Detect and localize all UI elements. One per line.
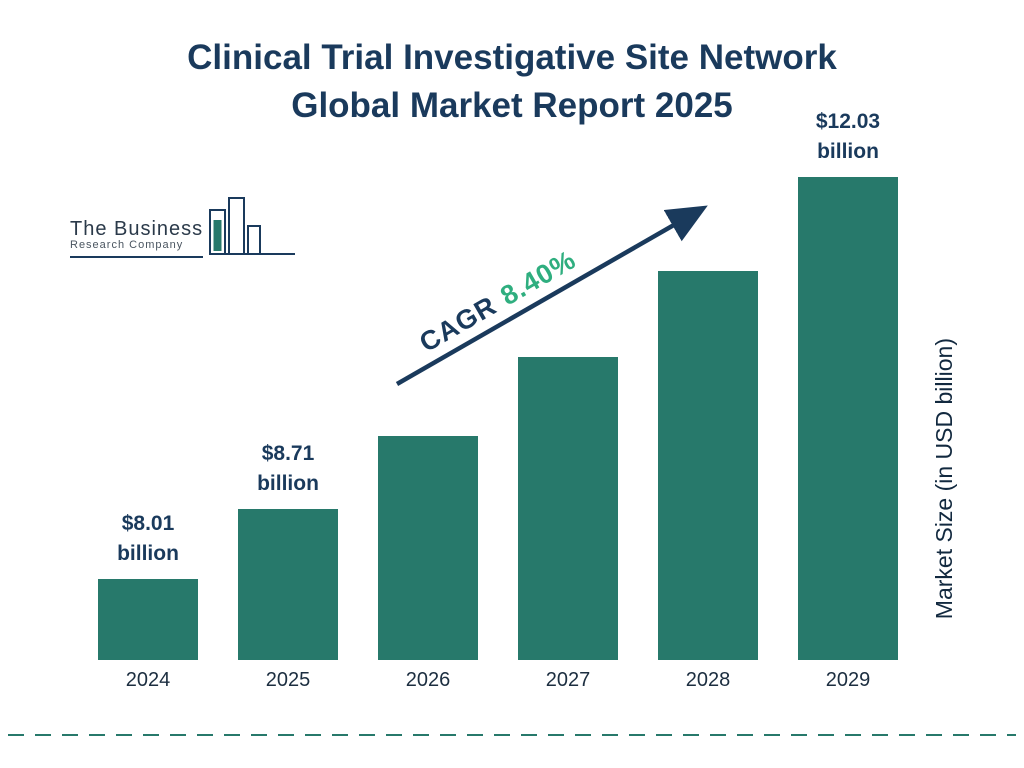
title-line-2: Global Market Report 2025 [291, 86, 733, 125]
logo-company-name: The Business [70, 218, 204, 241]
cagr-arrow [395, 205, 708, 386]
bar-value-label-2025: $8.71 billion [257, 442, 319, 495]
bar-column-2027: 2027 [518, 357, 618, 692]
bar-column-2028: 2028 [658, 271, 758, 692]
company-logo: The Business Research Company [70, 196, 297, 258]
x-axis-label-2025: 2025 [265, 669, 311, 691]
bar-column-2029: $12.03 billion 2029 [798, 110, 898, 692]
x-axis-label-2028: 2028 [685, 669, 731, 691]
bar-column-2024: $8.01 billion 2024 [98, 512, 198, 692]
bar-2028 [658, 271, 758, 660]
bar-2027 [518, 357, 618, 660]
page-title: Clinical Trial Investigative Site Networ… [0, 34, 1024, 130]
x-axis-label-2027: 2027 [545, 669, 591, 691]
logo-text: The Business Research Company [70, 218, 204, 258]
bar-2026 [378, 436, 478, 660]
bar-value-label-2029: $12.03 billion [815, 110, 881, 163]
x-axis-label-2026: 2026 [405, 669, 451, 691]
bar-value-label-2024: $8.01 billion [117, 512, 179, 565]
x-axis-label-2024: 2024 [125, 669, 171, 691]
bottom-dashed-line [8, 734, 1016, 736]
y-axis-title: Market Size (in USD billion) [931, 338, 957, 620]
bar-2024: $8.01 billion [98, 512, 198, 660]
title-line-1: Clinical Trial Investigative Site Networ… [187, 38, 837, 77]
x-axis-label-2029: 2029 [825, 669, 871, 691]
logo-company-subtitle: Research Company [70, 239, 184, 252]
bar-2025: $8.71 billion [238, 442, 338, 660]
bar-column-2025: $8.71 billion 2025 [238, 442, 338, 692]
bar-column-2026: 2026 [378, 436, 478, 692]
logo-bar-chart-icon [209, 197, 296, 255]
bar-group: $8.01 billion 2024 $8.71 billion 2025 2026 2027… [98, 110, 898, 692]
bar-2029: $12.03 billion [798, 110, 898, 660]
